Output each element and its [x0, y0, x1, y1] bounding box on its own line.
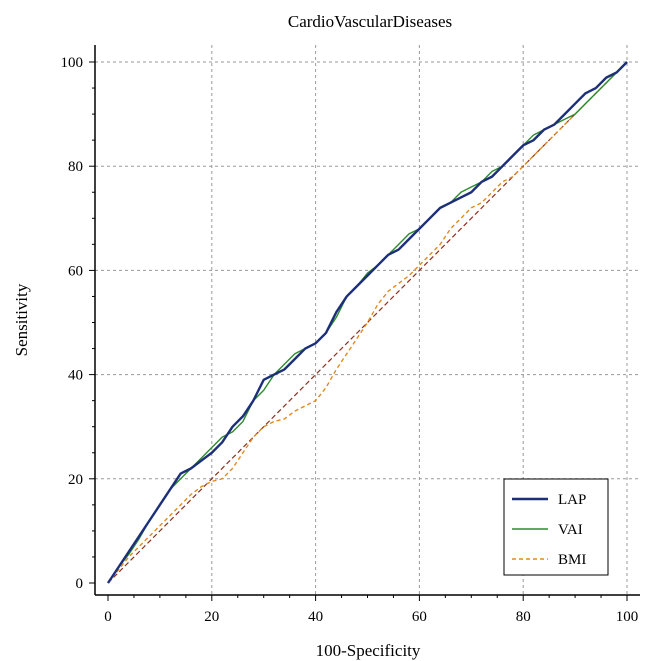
chart-title: CardioVascularDiseases [288, 12, 452, 31]
legend-label-vai: VAI [558, 522, 583, 538]
x-tick-label: 40 [308, 609, 323, 625]
y-tick-label: 60 [68, 263, 83, 279]
y-tick-label: 80 [68, 159, 83, 175]
series-layer [107, 61, 628, 584]
legend-label-lap: LAP [558, 492, 586, 508]
legend: LAP VAI BMI [503, 478, 609, 576]
x-tick-label: 20 [204, 609, 219, 625]
x-axis-label: 100-Specificity [316, 641, 421, 660]
y-tick-label: 100 [61, 55, 84, 71]
y-tick-label: 0 [76, 576, 84, 592]
legend-label-bmi: BMI [558, 552, 586, 568]
tick-marks: 0 20 40 60 80 100 0 20 40 60 80 100 [61, 55, 639, 625]
x-tick-label: 100 [616, 609, 639, 625]
y-tick-label: 40 [68, 368, 83, 384]
legend-box [503, 478, 609, 576]
y-axis-label: Sensitivity [12, 283, 31, 356]
x-tick-label: 60 [412, 609, 427, 625]
series-line-lap [107, 61, 628, 584]
y-tick-label: 20 [68, 472, 83, 488]
x-tick-label: 80 [516, 609, 531, 625]
x-tick-label: 0 [104, 609, 112, 625]
series-line-bmi [107, 61, 628, 584]
